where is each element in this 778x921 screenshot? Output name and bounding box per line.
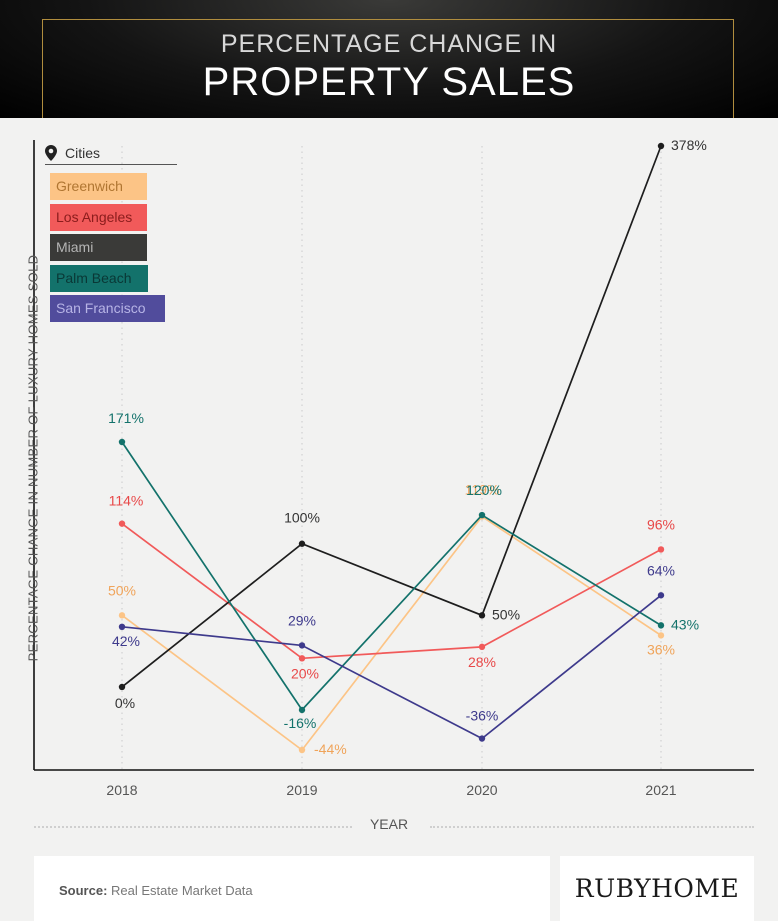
point-palm-beach-2021 <box>657 622 665 629</box>
line-chart: 2018 2019 2020 2021 50% -44% 119% 36% 114% 20% 28%… <box>33 137 754 798</box>
data-label-palm-beach-2019: -16% <box>284 715 317 731</box>
series-line-los-angeles <box>121 522 662 660</box>
point-palm-beach-2018 <box>118 438 126 446</box>
point-greenwich-2018 <box>118 612 126 619</box>
point-miami-2018 <box>118 683 126 691</box>
point-los-angeles-2018 <box>118 520 126 527</box>
data-label-san-francisco-2018: 42% <box>112 633 140 649</box>
header-frame <box>42 19 734 118</box>
header-banner: PERCENTAGE CHANGE IN PROPERTY SALES <box>0 0 778 118</box>
brand-card: RUBYHOME <box>560 856 754 921</box>
data-label-miami-2020: 50% <box>492 606 520 622</box>
source-line: Source: Real Estate Market Data <box>59 883 253 898</box>
data-label-miami-2021: 378% <box>671 137 707 153</box>
legend-item-palm-beach: Palm Beach <box>50 264 148 292</box>
point-san-francisco-2020 <box>478 735 486 742</box>
data-label-los-angeles-2021: 96% <box>647 516 675 532</box>
source-card: Source: Real Estate Market Data <box>34 856 550 921</box>
data-label-palm-beach-2020: 120% <box>466 482 502 498</box>
legend: Cities Greenwich Los Angeles Miami Palm Bea… <box>45 142 177 326</box>
y-axis-title: PERCENTAGE CHANGE IN NUMBER OF LUXURY HO… <box>25 254 41 662</box>
title-line-2: PROPERTY SALES <box>202 60 576 104</box>
point-los-angeles-2020 <box>478 643 486 651</box>
data-label-greenwich-2018: 50% <box>108 582 136 598</box>
x-axis-title: YEAR <box>369 816 409 832</box>
series-line-miami <box>121 145 662 688</box>
data-label-miami-2019: 100% <box>284 510 320 526</box>
data-label-los-angeles-2019: 20% <box>291 665 319 681</box>
point-miami-2020 <box>478 612 486 619</box>
legend-items: Greenwich Los Angeles Miami Palm Beach San F… <box>45 173 177 322</box>
legend-item-los-angeles: Los Angeles <box>50 203 147 231</box>
x-tick-label-2019: 2019 <box>286 782 317 798</box>
point-palm-beach-2020 <box>478 511 486 519</box>
brand-logo: RUBYHOME <box>574 874 740 903</box>
data-label-san-francisco-2021: 64% <box>647 562 675 578</box>
point-palm-beach-2019 <box>298 706 306 714</box>
source-label: Source: <box>59 883 108 898</box>
data-label-los-angeles-2020: 28% <box>468 654 496 670</box>
x-title-dotline-left <box>34 826 352 828</box>
x-tick-label-2021: 2021 <box>645 782 676 798</box>
point-miami-2019 <box>298 540 306 547</box>
point-san-francisco-2018 <box>118 623 126 630</box>
point-san-francisco-2019 <box>298 642 306 649</box>
data-label-san-francisco-2020: -36% <box>466 708 499 724</box>
series-line-greenwich <box>121 515 662 752</box>
data-label-greenwich-2019: -44% <box>314 741 347 757</box>
legend-item-greenwich: Greenwich <box>50 173 147 200</box>
data-label-palm-beach-2018: 171% <box>108 410 144 426</box>
point-greenwich-2019 <box>298 746 306 754</box>
x-title-dotline-right <box>430 826 754 828</box>
source-text: Real Estate Market Data <box>111 883 253 898</box>
x-tick-label-2018: 2018 <box>106 782 137 798</box>
legend-item-miami: Miami <box>50 234 147 261</box>
series-line-palm-beach <box>121 441 662 712</box>
data-label-palm-beach-2021: 43% <box>671 616 699 632</box>
legend-title: Cities <box>45 142 177 165</box>
legend-item-san-francisco: San Francisco <box>50 295 165 322</box>
legend-title-text: Cities <box>65 145 101 161</box>
data-label-miami-2018: 0% <box>115 695 135 711</box>
point-los-angeles-2019 <box>298 655 306 662</box>
series-line-san-francisco <box>121 594 662 740</box>
data-label-san-francisco-2019: 29% <box>288 612 316 628</box>
data-label-los-angeles-2018: 114% <box>109 493 144 509</box>
point-san-francisco-2021 <box>657 592 665 599</box>
point-miami-2021 <box>657 142 665 150</box>
title-line-1: PERCENTAGE CHANGE IN <box>220 30 558 58</box>
data-label-greenwich-2020: 119% <box>465 481 500 497</box>
point-greenwich-2021 <box>657 632 665 639</box>
data-label-greenwich-2021: 36% <box>647 641 675 657</box>
x-tick-label-2020: 2020 <box>466 782 497 798</box>
map-pin-icon <box>45 145 57 161</box>
point-los-angeles-2021 <box>657 546 665 553</box>
